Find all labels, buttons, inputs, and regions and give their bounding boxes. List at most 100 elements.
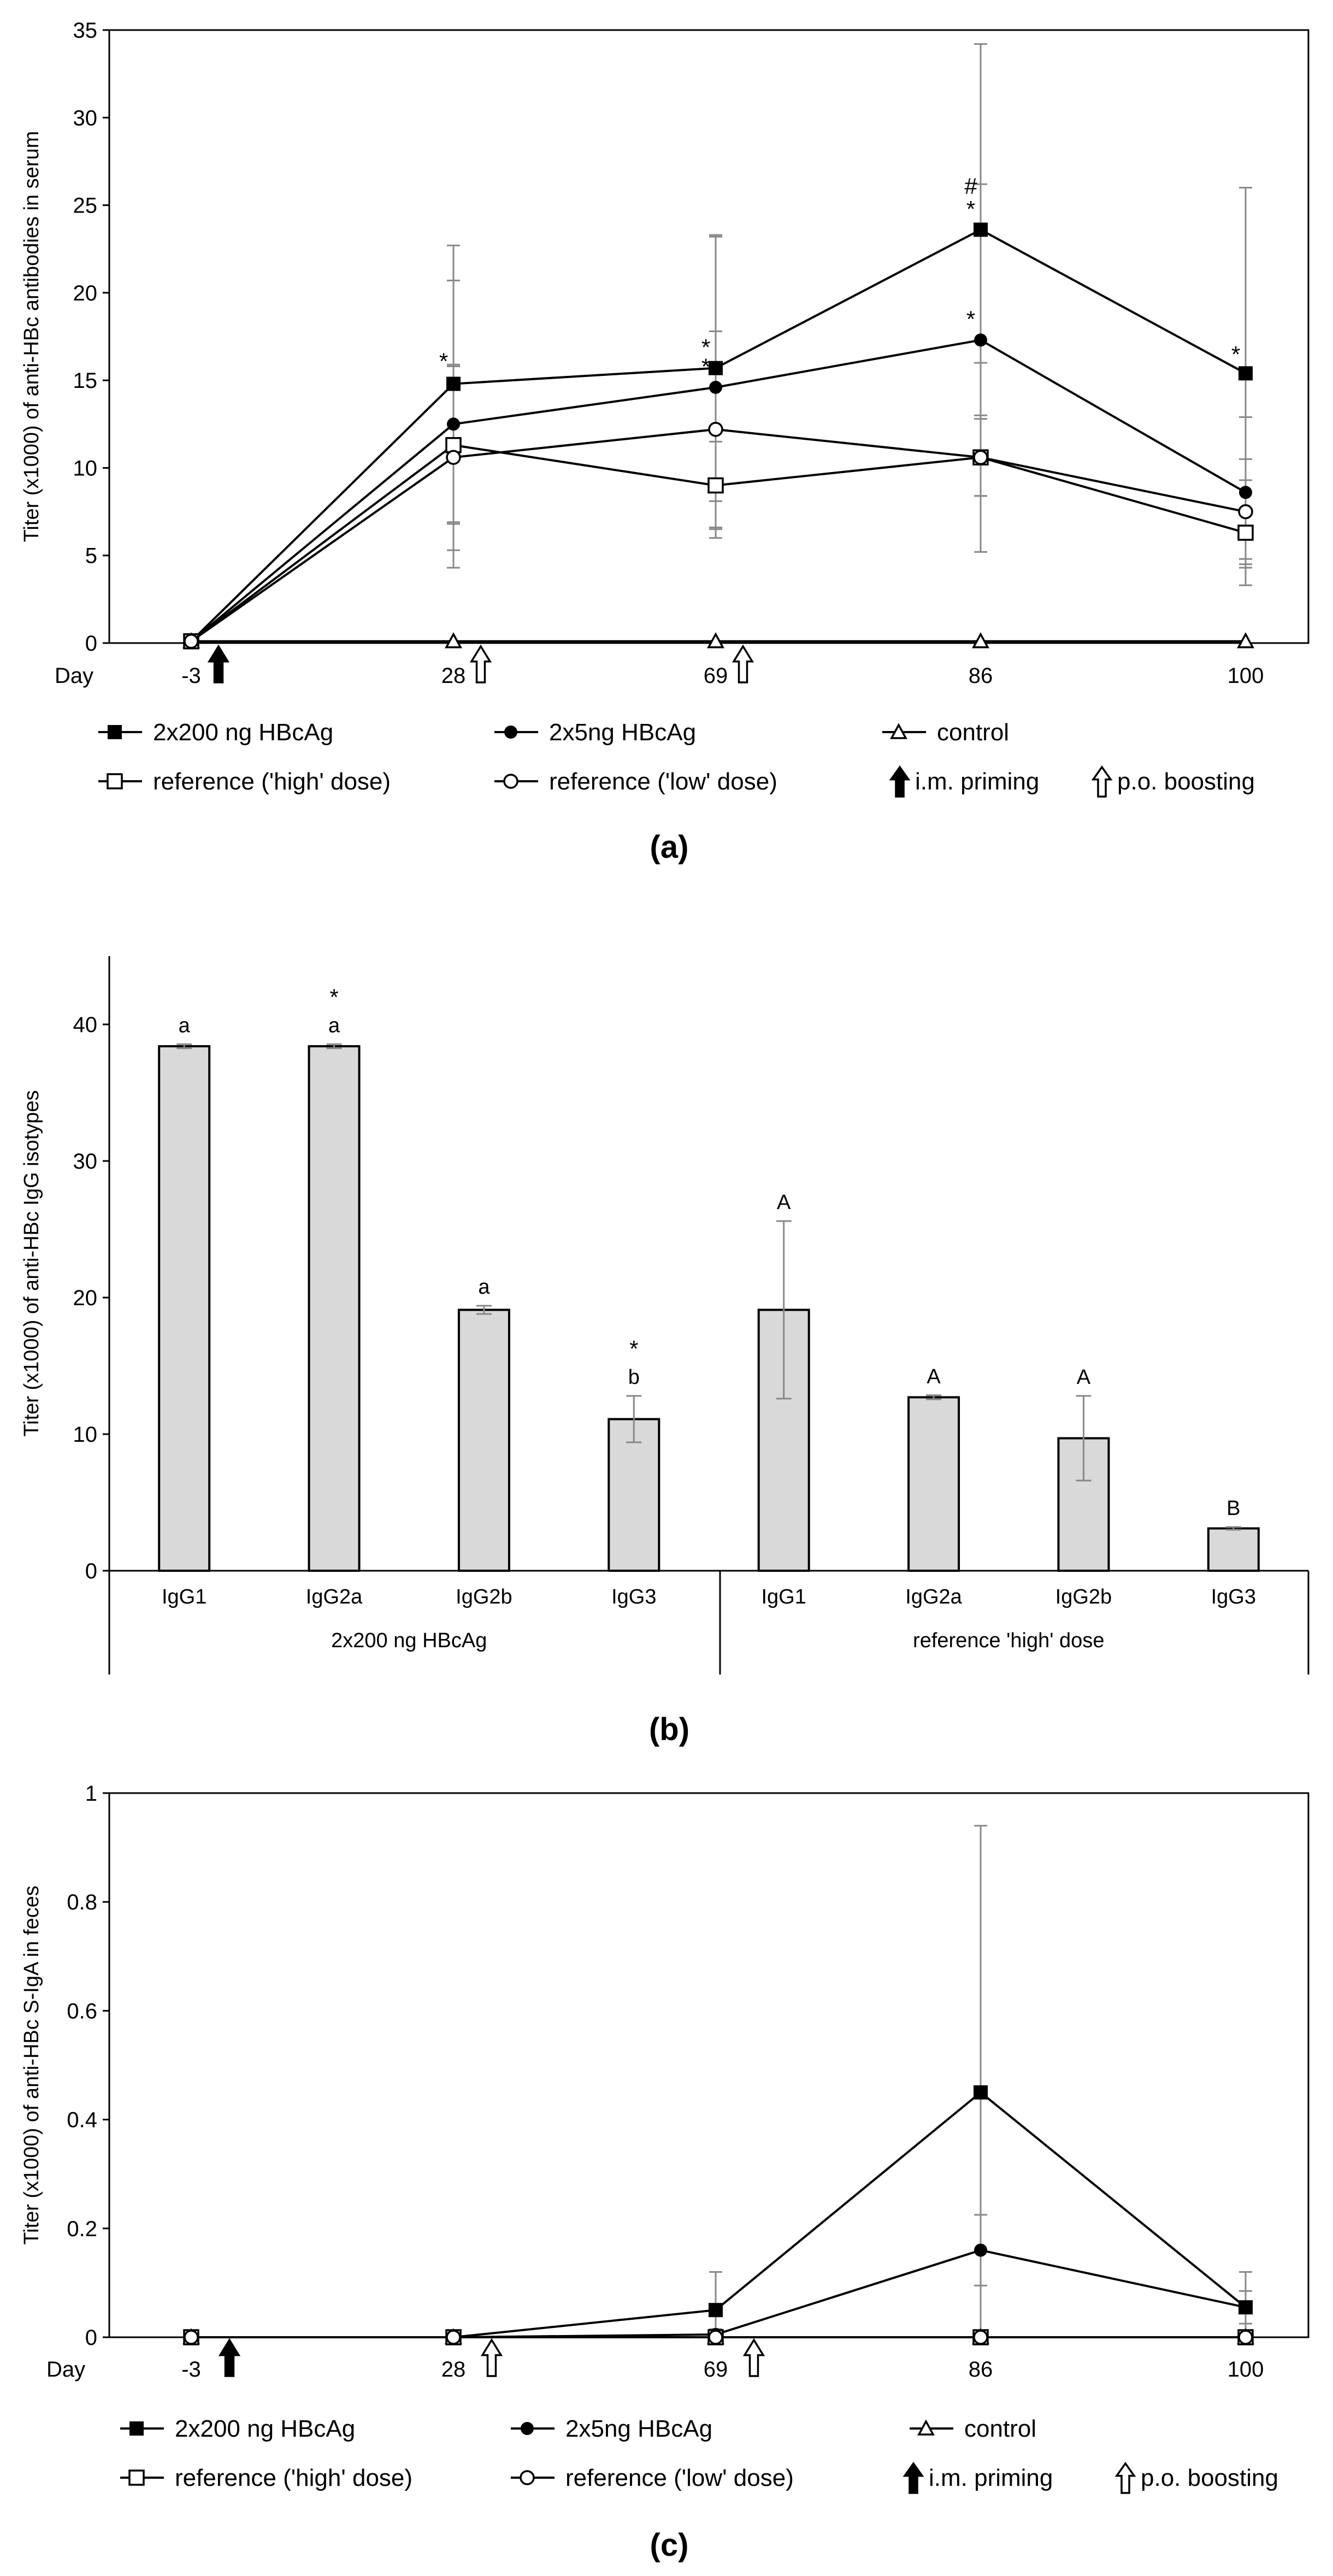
x-tick-label: -3 [181, 664, 201, 688]
legend-item-2x5ng-hbcag: 2x5ng HBcAg [494, 719, 696, 746]
point-reference-high-dose [707, 477, 724, 494]
significance-mark: * [1231, 341, 1240, 367]
letter-label: B [1226, 1497, 1240, 1520]
point-2x200-ng-hbcag [974, 2085, 988, 2100]
point-reference-low-dose [708, 422, 723, 437]
point-2x200-ng-hbcag [1238, 366, 1253, 381]
bar-igg2a [308, 1045, 361, 1572]
point-2x5ng-hbcag [974, 333, 987, 347]
x-tick-label: 28 [441, 664, 466, 688]
bar-igg1 [158, 1045, 211, 1572]
legend-label: reference ('low' dose) [549, 768, 777, 795]
y-tick-label: 5 [85, 544, 97, 568]
x-axis-title: Day [46, 2357, 85, 2382]
chart-a: 0 5 10 15 20 25 30 35 Day -3 28 69 86 100 Titer (x1000… [20, 19, 1310, 865]
y-tick-label: 35 [73, 19, 98, 43]
group-label: reference 'high' dose [913, 1629, 1104, 1652]
x-tick-label: 100 [1228, 2357, 1264, 2382]
x-tick-label: IgG1 [761, 1585, 806, 1608]
significance-mark: # [964, 173, 977, 199]
legend-item-p-o-boosting: p.o. boosting [1114, 2461, 1278, 2494]
legend-item-2x200-ng-hbcag: 2x200 ng HBcAg [98, 719, 333, 746]
x-tick-label: IgG1 [162, 1585, 207, 1608]
chart-c: 0 0.2 0.4 0.6 0.8 1 Day -3 28 69 86 100 Titer (x1000… [20, 1782, 1310, 2563]
letter-label: a [478, 1276, 490, 1299]
bar-igg3 [1207, 1527, 1260, 1572]
legend-item-i-m-priming: i.m. priming [889, 765, 1039, 798]
legend-label: reference ('low' dose) [565, 2465, 794, 2491]
y-axis-title: Titer (x1000) of anti-HBc antibodies in … [20, 131, 43, 543]
point-reference-low-dose [184, 2330, 199, 2345]
series-line-reference-high-dose [190, 444, 1246, 642]
legend-marker [129, 2421, 144, 2436]
y-axis-title: Titer (x1000) of anti-HBc S-IgA in feces [20, 1885, 43, 2245]
legend-p-o-boosting-icon [1091, 765, 1113, 798]
legend-item-control: control [882, 719, 1009, 746]
significance-mark: * [439, 349, 448, 374]
bar-igg2b [457, 1308, 510, 1572]
point-reference-low-dose [973, 450, 988, 465]
point-reference-low-dose [1238, 2330, 1253, 2345]
x-tick-label: IgG2a [905, 1585, 962, 1608]
point-2x5ng-hbcag [447, 417, 460, 431]
y-tick-label: 0 [85, 632, 97, 656]
x-tick-label: IgG2b [1055, 1585, 1112, 1608]
y-tick-label: 0 [85, 1559, 97, 1583]
legend-p-o-boosting-icon [1114, 2461, 1136, 2494]
legend-item-reference-high-dose: reference ('high' dose) [120, 2465, 412, 2491]
y-tick-label: 0.6 [67, 1999, 97, 2023]
y-tick-label: 25 [73, 194, 98, 218]
y-tick-label: 30 [73, 1150, 98, 1174]
legend-item-2x5ng-hbcag: 2x5ng HBcAg [511, 2415, 712, 2442]
legend-item-control: control [910, 2415, 1036, 2442]
significance-mark: * [701, 353, 710, 379]
point-control [972, 632, 989, 649]
legend-marker [503, 774, 518, 789]
y-tick-label: 0.2 [67, 2217, 97, 2241]
legend-label: 2x200 ng HBcAg [175, 2415, 355, 2442]
legend-label: 2x5ng HBcAg [549, 719, 696, 746]
i-m-priming-arrow [218, 2338, 241, 2377]
legend-label: 2x5ng HBcAg [565, 2415, 712, 2442]
legend-marker [521, 2422, 534, 2435]
legend-label: p.o. boosting [1117, 768, 1255, 795]
point-2x200-ng-hbcag [709, 361, 723, 375]
legend-label: reference ('high' dose) [153, 768, 391, 795]
legend-marker [917, 2419, 935, 2436]
legend-marker [890, 723, 907, 739]
panel-caption: (a) [650, 829, 689, 865]
y-tick-label: 0.8 [67, 1890, 97, 1914]
x-tick-label: IgG3 [611, 1585, 656, 1608]
legend-label: 2x200 ng HBcAg [153, 719, 333, 746]
legend-label: p.o. boosting [1141, 2465, 1278, 2491]
group-label: 2x200 ng HBcAg [331, 1629, 487, 1652]
x-tick-label: IgG2a [306, 1585, 363, 1608]
letter-label: a [328, 1014, 340, 1037]
letter-label: A [927, 1365, 941, 1388]
y-tick-label: 40 [73, 1013, 98, 1037]
legend-marker [520, 2470, 535, 2485]
legend-item-reference-high-dose: reference ('high' dose) [98, 768, 391, 795]
point-control [707, 632, 724, 649]
legend-item-i-m-priming: i.m. priming [903, 2461, 1053, 2494]
x-tick-label: 100 [1228, 664, 1264, 688]
point-control [445, 632, 462, 649]
legend-marker [504, 726, 517, 739]
point-2x5ng-hbcag [974, 2243, 987, 2257]
legend-i-m-priming-icon [903, 2461, 924, 2494]
bar-igg2a [907, 1396, 960, 1572]
y-tick-label: 15 [73, 369, 98, 393]
plot-frame [108, 1792, 1310, 2338]
panel-caption: (b) [649, 1712, 689, 1747]
y-tick-label: 20 [73, 1286, 98, 1310]
i-m-priming-arrow [207, 644, 230, 683]
x-tick-label: 69 [704, 2357, 728, 2382]
x-tick-label: IgG2b [456, 1585, 512, 1608]
x-tick-label: 86 [969, 664, 993, 688]
point-2x200-ng-hbcag [709, 2303, 723, 2318]
significance-mark: * [966, 196, 975, 222]
x-tick-label: IgG3 [1211, 1585, 1256, 1608]
legend-label: i.m. priming [915, 768, 1039, 795]
y-tick-label: 20 [73, 281, 98, 305]
point-reference-low-dose [446, 2330, 461, 2345]
